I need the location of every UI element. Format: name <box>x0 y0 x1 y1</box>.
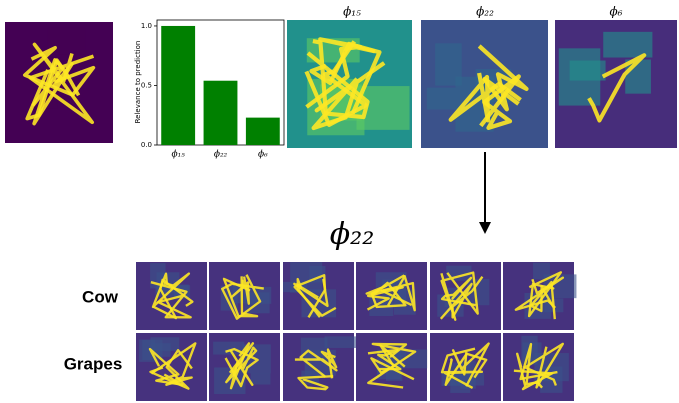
image-patch <box>533 263 550 280</box>
heading: ϕ₂₂ <box>330 217 375 252</box>
row-label: Grapes <box>64 354 123 373</box>
images <box>5 20 677 401</box>
image-patch <box>324 336 356 348</box>
x-tick-label: ϕ₂₂ <box>214 150 228 160</box>
bar <box>246 118 280 145</box>
prototype-title: ϕ₂₂ <box>476 5 494 19</box>
x-tick-label: ϕ₁₅ <box>171 150 185 160</box>
y-tick-label: 0.5 <box>141 81 152 89</box>
figure: Relevance to prediction ϕ₁₅ ϕ₂₂ ϕ₆ ϕ₂₂ C… <box>0 0 679 403</box>
x-tick-label: ϕ₆ <box>258 150 268 160</box>
prototype-title: ϕ₁₅ <box>343 5 361 19</box>
image-patch <box>427 88 456 110</box>
bar <box>161 26 195 145</box>
image-patch <box>570 61 606 81</box>
image-patch <box>435 43 462 85</box>
row-label: Cow <box>82 287 119 306</box>
prototype-title: ϕ₆ <box>610 5 623 19</box>
y-tick-label: 0.0 <box>141 141 152 149</box>
bar <box>204 81 238 145</box>
y-tick-label: 1.0 <box>141 22 152 30</box>
image-patch <box>251 373 271 384</box>
